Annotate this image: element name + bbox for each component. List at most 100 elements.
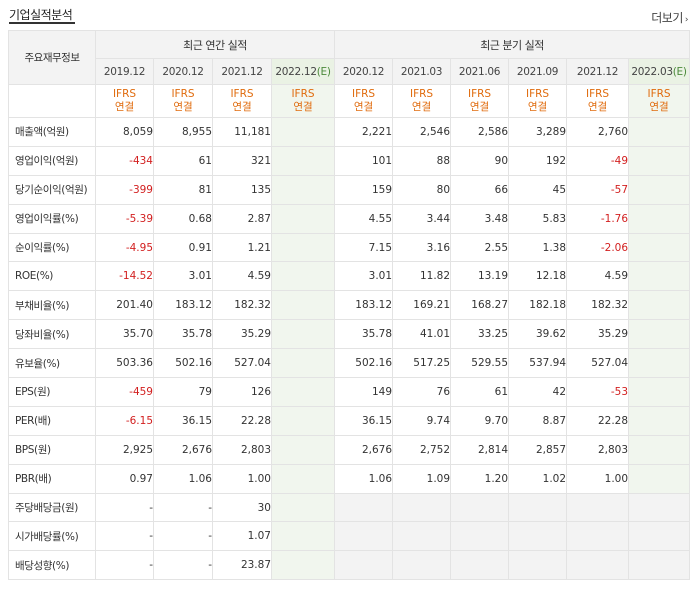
standard-consolidated: 연결: [527, 101, 548, 113]
quarter-value: 9.70: [450, 405, 510, 436]
annual-value: 321: [212, 145, 272, 176]
annual-value: 35.78: [153, 319, 213, 350]
standard-ifrs: IFRS: [230, 88, 254, 100]
empty-cell: [334, 492, 394, 523]
quarter-value: 1.38: [508, 232, 568, 263]
quarter-value: 527.04: [566, 348, 630, 379]
quarter-value: 168.27: [450, 290, 510, 321]
annual-value: -6.15: [95, 405, 154, 436]
row-label: 배당성향(%): [8, 550, 96, 581]
quarter-value: [628, 290, 691, 321]
quarter-period-header: 2021.03: [392, 58, 452, 85]
empty-cell: [334, 550, 394, 581]
annual-value: 1.00: [212, 463, 272, 494]
table-row: 당기순이익(억원) -399 81 135 159 80 66 45 -57: [8, 174, 691, 205]
quarter-value: 2,857: [508, 434, 568, 465]
quarter-value: 12.18: [508, 261, 568, 292]
quarter-value: 2,586: [450, 117, 510, 147]
quarter-value: 502.16: [334, 348, 394, 379]
row-label: 유보율(%): [8, 348, 96, 379]
quarter-value: 3.44: [392, 203, 452, 234]
standard-ifrs: IFRS: [467, 88, 492, 100]
quarter-value: 45: [508, 174, 568, 205]
annual-value: 135: [212, 174, 272, 205]
row-label: 순이익률(%): [8, 232, 96, 263]
row-label: 매출액(억원): [8, 117, 96, 147]
annual-value: [270, 261, 336, 292]
annual-value: [270, 377, 336, 407]
quarter-value: 3.01: [334, 261, 394, 292]
quarter-value: 149: [334, 377, 394, 407]
table-row: 배당성향(%) - -23.87: [8, 550, 691, 581]
quarter-value: [628, 261, 691, 292]
annual-period-header: 2021.12: [212, 58, 272, 85]
annual-value: 503.36: [95, 348, 154, 379]
empty-cell: [628, 550, 691, 581]
quarter-value: 3.48: [450, 203, 510, 234]
standard-consolidated: 연결: [353, 101, 374, 113]
quarter-value: 1.20: [450, 463, 510, 494]
annual-value: [270, 145, 336, 176]
annual-value: -: [153, 521, 213, 552]
quarter-value: 101: [334, 145, 394, 176]
quarter-value: 41.01: [392, 319, 452, 350]
standard-ifrs: IFRS: [171, 88, 195, 100]
annual-value: 4.59: [212, 261, 272, 292]
quarter-value: [628, 405, 691, 436]
table-row: EPS(원) -459 79 126 149 76 61 42 -53: [8, 377, 691, 407]
quarter-value: 7.15: [334, 232, 394, 263]
table-row: 당좌비율(%) 35.70 35.78 35.29 35.78 41.01 33.25 39.…: [8, 319, 691, 350]
estimate-marker: (E): [672, 65, 687, 78]
quarter-value: 35.78: [334, 319, 394, 350]
standard-ifrs: IFRS: [585, 88, 610, 100]
annual-value: [270, 290, 336, 321]
row-label: 당기순이익(억원): [8, 174, 96, 205]
accounting-standard: IFRS 연결: [450, 84, 510, 118]
annual-value: -459: [95, 377, 154, 407]
accounting-standard: IFRS 연결: [628, 84, 691, 118]
quarter-value: 8.87: [508, 405, 568, 436]
accounting-standard: IFRS 연결: [566, 84, 630, 118]
empty-cell: [392, 550, 452, 581]
quarter-value: 537.94: [508, 348, 568, 379]
table-row: 매출액(억원) 8,059 8,955 11,181 2,221 2,546 2,586 3,…: [8, 117, 691, 147]
empty-cell: [450, 550, 510, 581]
annual-value: 2,803: [212, 434, 272, 465]
annual-value: 3.01: [153, 261, 213, 292]
quarter-value: 1.09: [392, 463, 452, 494]
standard-consolidated: 연결: [173, 101, 193, 113]
table-row: 부채비율(%) 201.40 183.12 182.32 183.12 169.21 168…: [8, 290, 691, 321]
annual-value: [270, 492, 336, 523]
quarter-period-header: 2020.12: [334, 58, 394, 85]
annual-value: -399: [95, 174, 154, 205]
annual-value: 502.16: [153, 348, 213, 379]
row-label: 부채비율(%): [8, 290, 96, 321]
quarter-value: [628, 319, 691, 350]
quarter-value: 61: [450, 377, 510, 407]
annual-value: [270, 521, 336, 552]
standard-consolidated: 연결: [232, 101, 252, 113]
accounting-standard: IFRS 연결: [392, 84, 452, 118]
quarter-value: [628, 434, 691, 465]
annual-value: 0.91: [153, 232, 213, 263]
row-label: BPS(원): [8, 434, 96, 465]
annual-value: 0.97: [95, 463, 154, 494]
table-row: 주당배당금(원) - -30: [8, 492, 691, 523]
empty-cell: [628, 492, 691, 523]
empty-cell: [392, 492, 452, 523]
annual-value: -: [153, 492, 213, 523]
standard-ifrs: IFRS: [647, 88, 671, 100]
more-link[interactable]: 더보기 ›: [651, 9, 688, 26]
annual-value: 1.06: [153, 463, 213, 494]
quarter-value: 35.29: [566, 319, 630, 350]
annual-value: 30: [212, 492, 272, 523]
quarter-value: 13.19: [450, 261, 510, 292]
quarter-value: 90: [450, 145, 510, 176]
quarter-value: [628, 463, 691, 494]
more-label: 더보기: [651, 11, 683, 25]
annual-value: 201.40: [95, 290, 154, 321]
annual-value: -4.95: [95, 232, 154, 263]
empty-cell: [508, 521, 568, 552]
quarter-value: -53: [566, 377, 630, 407]
annual-value: -: [95, 492, 154, 523]
